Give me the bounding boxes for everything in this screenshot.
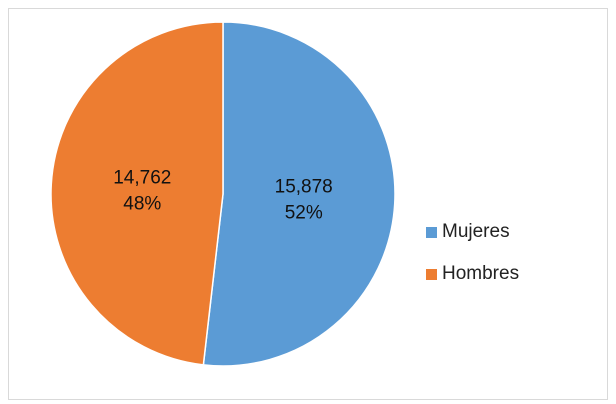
pie-slice-mujeres bbox=[202, 21, 396, 367]
data-label-value-mujeres: 15,878 bbox=[275, 177, 333, 198]
legend-label-hombres: Hombres bbox=[442, 263, 520, 284]
legend-item-hombres: Hombres bbox=[426, 263, 519, 285]
chart-frame: 15,878 52% 14,762 48% Mujeres Hombres bbox=[8, 8, 608, 400]
pie-slice-hombres bbox=[50, 21, 224, 366]
data-label-value-hombres: 14,762 bbox=[113, 167, 171, 188]
legend-swatch-hombres bbox=[426, 268, 437, 280]
pie-chart: 15,878 52% 14,762 48% bbox=[50, 21, 396, 367]
legend: Mujeres Hombres bbox=[426, 221, 519, 305]
legend-item-mujeres: Mujeres bbox=[426, 221, 519, 243]
legend-label-mujeres: Mujeres bbox=[442, 221, 510, 242]
data-label-percent-hombres: 48% bbox=[123, 193, 161, 214]
data-label-percent-mujeres: 52% bbox=[285, 203, 323, 224]
legend-swatch-mujeres bbox=[426, 226, 437, 238]
